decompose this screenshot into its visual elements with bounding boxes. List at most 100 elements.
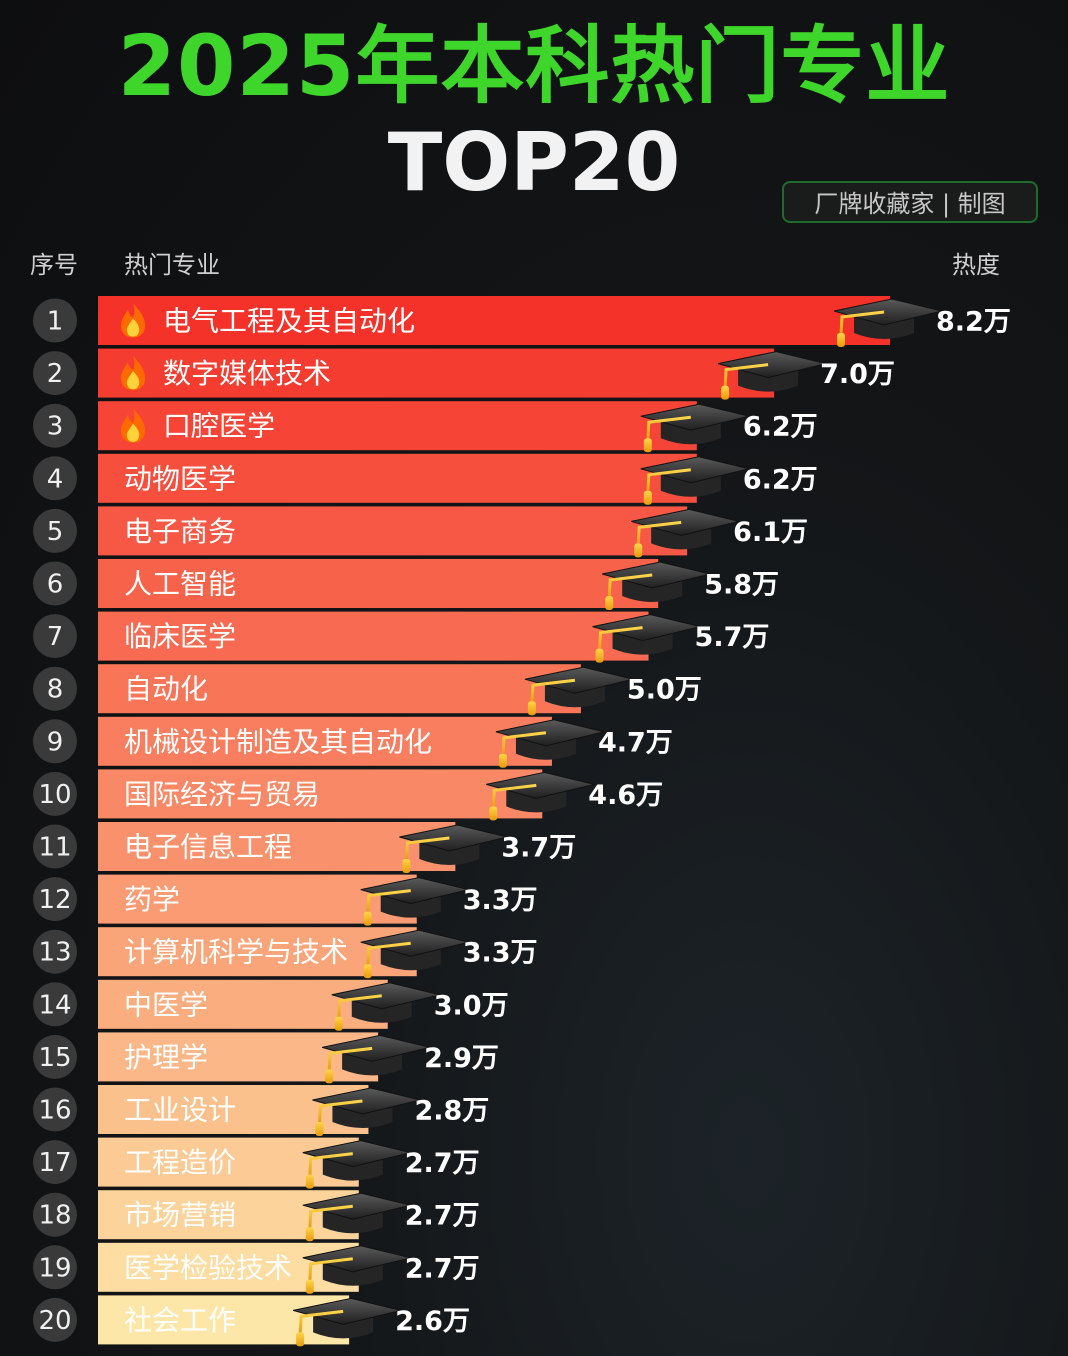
rank-badge: [33, 1192, 77, 1237]
rank-number: 3: [47, 412, 64, 442]
heat-value: 4.6万: [588, 780, 663, 811]
major-name: 人工智能: [124, 568, 236, 601]
bar-row: 3 口腔医学 6.2万: [33, 401, 818, 453]
major-name: 数字媒体技术: [163, 357, 331, 390]
graduation-cap-icon: [302, 1140, 411, 1189]
heat-value: 3.3万: [463, 938, 538, 969]
heat-value: 6.2万: [743, 464, 818, 495]
rank-badge: [33, 982, 77, 1027]
major-name: 工程造价: [124, 1146, 236, 1179]
graduation-cap-icon: [321, 1034, 431, 1084]
graduation-cap-icon: [495, 719, 605, 768]
bar: [98, 1242, 359, 1292]
rank-number: 13: [38, 938, 71, 968]
major-name: 电子商务: [124, 515, 236, 548]
graduation-cap-icon: [302, 1192, 411, 1242]
column-header-heat: 热度: [952, 251, 1000, 279]
bar: [98, 611, 649, 661]
bar-row: 16 工业设计 2.8万: [33, 1085, 489, 1136]
rank-number: 1: [47, 307, 64, 337]
column-header-rank: 序号: [30, 251, 78, 279]
graduation-cap-icon: [360, 929, 469, 979]
bar-row: 15 护理学 2.9万: [33, 1032, 499, 1084]
bar: [98, 927, 417, 977]
bar: [98, 401, 697, 451]
heat-value: 3.0万: [434, 990, 509, 1021]
rank-number: 4: [47, 464, 64, 494]
rank-badge: [33, 877, 77, 922]
bar-row: 5 电子商务 6.1万: [33, 506, 808, 558]
bar-row: 7 临床医学 5.7万: [33, 611, 769, 663]
rank-badge: [33, 719, 77, 764]
bar-row: 12 药学 3.3万: [33, 874, 538, 926]
rank-number: 6: [47, 570, 64, 600]
rank-badge: [33, 666, 77, 711]
major-name: 社会工作: [124, 1304, 236, 1337]
bar-row: 10 国际经济与贸易 4.6万: [33, 769, 663, 821]
major-name: 机械设计制造及其自动化: [124, 725, 432, 758]
major-name: 医学检验技术: [124, 1251, 292, 1284]
major-name: 工业设计: [124, 1094, 236, 1127]
bar: [98, 1137, 359, 1187]
rank-number: 14: [38, 990, 71, 1020]
heat-value: 2.7万: [405, 1148, 480, 1179]
bar-row: 2 数字媒体技术 7.0万: [33, 348, 895, 400]
graduation-cap-icon: [360, 877, 469, 926]
graduation-cap-icon: [331, 982, 440, 1031]
chart-subtitle: TOP20: [387, 116, 681, 209]
heat-value: 2.7万: [405, 1201, 480, 1232]
major-name: 电气工程及其自动化: [163, 305, 415, 338]
major-name: 临床医学: [124, 620, 236, 653]
rank-number: 20: [38, 1306, 71, 1336]
rank-badge: [33, 1140, 77, 1185]
rank-number: 10: [38, 780, 71, 810]
fire-icon: [120, 408, 146, 443]
graduation-cap-icon: [524, 666, 634, 716]
bar-row: 17 工程造价 2.7万: [33, 1137, 480, 1189]
bar-row: 4 动物医学 6.2万: [33, 453, 818, 505]
rank-number: 18: [38, 1201, 71, 1231]
graduation-cap-icon: [640, 403, 749, 453]
major-name: 市场营销: [124, 1199, 236, 1232]
graduation-cap-icon: [602, 561, 711, 610]
rank-badge: [33, 824, 77, 869]
rank-badge: [33, 298, 77, 343]
major-name: 动物医学: [124, 462, 236, 495]
rank-badge: [33, 561, 77, 606]
major-name: 药学: [124, 883, 180, 916]
bar: [98, 822, 456, 871]
credit-badge: 厂牌收藏家 | 制图: [782, 181, 1038, 223]
rank-number: 7: [47, 622, 64, 652]
bar-row: 8 自动化 5.0万: [33, 664, 702, 716]
major-name: 自动化: [124, 673, 208, 706]
major-name: 计算机科学与技术: [124, 936, 348, 969]
rank-badge: [33, 351, 77, 396]
bar: [98, 348, 775, 398]
rank-badge: [33, 1087, 77, 1132]
rank-badge: [33, 508, 77, 553]
heat-value: 3.3万: [463, 885, 538, 916]
heat-value: 6.2万: [743, 412, 818, 443]
bar: [98, 716, 552, 766]
bar: [98, 506, 688, 556]
bar: [98, 1295, 350, 1345]
rank-badge: [33, 1245, 77, 1290]
rank-badge: [33, 771, 77, 816]
bar: [98, 664, 581, 714]
bar-row: 13 计算机科学与技术 3.3万: [33, 927, 538, 979]
heat-value: 8.2万: [936, 307, 1011, 338]
major-name: 电子信息工程: [124, 831, 292, 864]
rank-number: 15: [38, 1043, 71, 1073]
graduation-cap-icon: [399, 824, 508, 873]
bar: [98, 453, 697, 503]
graduation-cap-icon: [292, 1297, 402, 1347]
rank-number: 16: [38, 1096, 71, 1126]
rank-badge: [33, 403, 77, 448]
major-name: 护理学: [124, 1041, 208, 1074]
graduation-cap-icon: [592, 614, 701, 663]
major-name: 国际经济与贸易: [124, 778, 320, 811]
rank-number: 17: [38, 1148, 71, 1178]
graduation-cap-icon: [833, 298, 943, 347]
rank-number: 9: [47, 727, 64, 757]
